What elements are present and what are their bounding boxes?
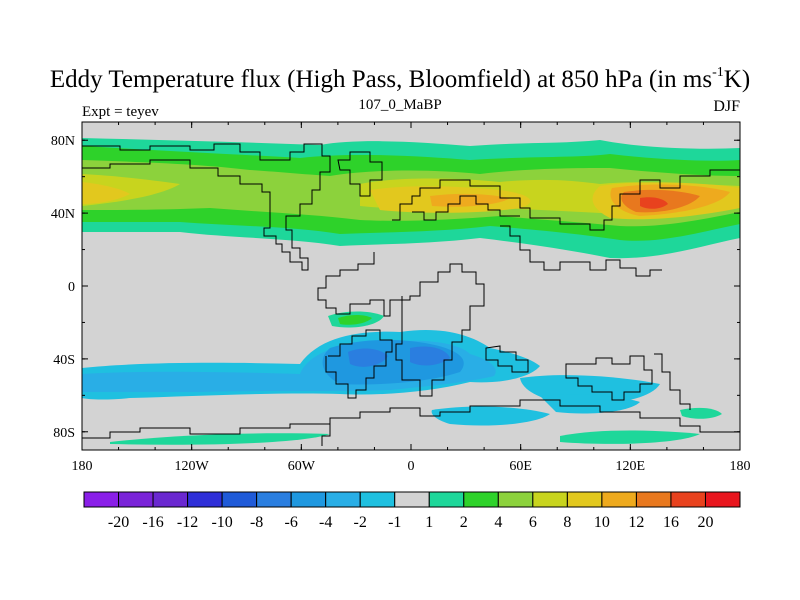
chart-title-main: Eddy Temperature flux (High Pass, Bloomf…: [49, 66, 713, 93]
colorbar-label: 4: [494, 514, 502, 531]
coastline-new-zealand: [654, 353, 691, 410]
colorbar-label: 12: [628, 514, 644, 531]
colorbar-swatch: [463, 491, 499, 508]
colorbar-label: 10: [594, 514, 610, 531]
x-tick-label: 60E: [509, 459, 532, 474]
chart-title-superscript: -1: [712, 64, 724, 80]
coastline-antarctica: [82, 399, 740, 439]
x-tick-label: 120E: [616, 459, 646, 474]
colorbar-swatch: [394, 491, 430, 508]
sh-core-east-level-minus-8: [410, 346, 450, 366]
antarctic-margin-level-2: [110, 433, 330, 445]
chart-subtitle: 107_0_MaBP: [358, 97, 442, 113]
nh-core-atlantic-level-10: [82, 182, 130, 204]
x-tick-label: 0: [408, 459, 415, 474]
coastline-north-america: [82, 143, 331, 271]
colorbar-swatch: [635, 491, 672, 508]
experiment-label: Expt = teyev: [82, 104, 159, 120]
y-tick-label: 80N: [51, 134, 75, 149]
coastline-south-america: [325, 329, 393, 399]
x-tick-label: 180: [730, 459, 751, 474]
colorbar-label: -12: [177, 514, 198, 531]
y-tick-label: 40N: [51, 207, 75, 222]
sa-positive-patch-level-4: [338, 315, 372, 325]
chart-title: Eddy Temperature flux (High Pass, Bloomf…: [0, 64, 800, 94]
nh-core-pacific-level-20: [640, 197, 668, 209]
season-label: DJF: [713, 98, 740, 115]
colorbar-label: -4: [319, 514, 332, 531]
axes-layer: 180 120W 60W 0 60E 120E 180 80N 40N 0 40S 80S: [51, 122, 751, 474]
x-tick-label: 180: [72, 459, 93, 474]
colorbar-label: 2: [460, 514, 468, 531]
coastline-asia-south: [500, 225, 662, 277]
colorbar-swatch: [187, 491, 223, 508]
colorbar-label: 1: [425, 514, 433, 531]
coastline-maritime: [485, 345, 529, 373]
colorbar-swatch: [118, 491, 154, 508]
coastline-antarctic-peninsula: [321, 424, 331, 446]
colorbar-label: 16: [663, 514, 679, 531]
nh-core-eurasia-level-12: [430, 193, 510, 207]
coastline-europe-inner: [412, 195, 520, 221]
colorbar-label: -10: [211, 514, 232, 531]
colorbar-swatch: [670, 491, 706, 508]
coastline-greenland: [337, 151, 383, 197]
colorbar-swatch: [532, 491, 568, 508]
chart-title-end: K): [723, 66, 751, 93]
colorbar-swatch: [359, 491, 396, 508]
coastline-layer: [82, 143, 740, 446]
colorbar-label: 6: [529, 514, 537, 531]
colorbar-label: -20: [108, 514, 129, 531]
coastline-africa: [317, 252, 485, 397]
colorbar-label: -6: [284, 514, 297, 531]
y-tick-label: 40S: [53, 353, 75, 368]
colorbar-swatch: [566, 491, 603, 508]
antarctic-margin-east-level-2: [560, 430, 700, 444]
colorbar-swatch: [152, 491, 189, 508]
colorbar-swatch: [428, 491, 465, 508]
southern-ocean-patch-level-minus-2: [431, 406, 550, 426]
colorbar-label: 8: [563, 514, 571, 531]
colorbar-swatch: [704, 491, 741, 508]
coastline-eurasia: [392, 169, 740, 231]
colorbar-swatch: [601, 491, 637, 508]
colorbar-label: 20: [697, 514, 713, 531]
x-tick-label: 60W: [288, 459, 316, 474]
field-layer: [82, 138, 740, 445]
colorbar-swatch: [221, 491, 258, 508]
colorbar-swatch: [290, 491, 327, 508]
pacific-sector-patch-level-minus-2: [540, 394, 640, 414]
colorbar-label: -1: [388, 514, 401, 531]
colorbar-label: -8: [250, 514, 263, 531]
colorbar-layer: -20 -16 -12 -10 -8 -6 -4 -2 -1 1 2 4 6 8 10 12 16 20: [83, 491, 741, 531]
y-tick-label: 0: [68, 280, 75, 295]
tasman-patch-level-2: [680, 407, 722, 419]
colorbar-swatch: [256, 491, 292, 508]
colorbar-swatch: [83, 491, 120, 508]
colorbar-label: -16: [142, 514, 163, 531]
coastline-australia: [565, 355, 653, 401]
colorbar-label: -2: [354, 514, 367, 531]
x-tick-label: 120W: [175, 459, 210, 474]
colorbar-swatch: [497, 491, 534, 508]
y-tick-label: 80S: [53, 426, 75, 441]
sh-core-west-level-minus-8: [348, 348, 388, 367]
colorbar-swatch: [325, 491, 361, 508]
